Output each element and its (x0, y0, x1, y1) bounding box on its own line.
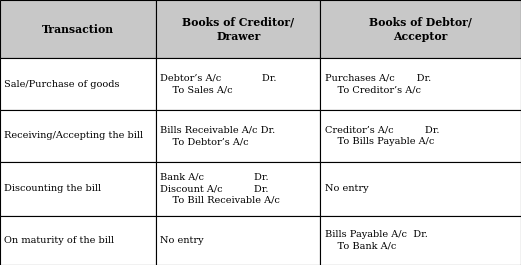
Bar (156, 216, 320, 265)
Bar (0, 216, 156, 265)
Text: Books of Creditor/
Drawer: Books of Creditor/ Drawer (182, 17, 294, 42)
Bar (0, 58, 156, 110)
Text: Bank A/c                Dr.
Discount A/c          Dr.
    To Bill Receivable A/c: Bank A/c Dr. Discount A/c Dr. To Bill Re… (160, 173, 280, 205)
Text: Purchases A/c       Dr.
    To Creditor’s A/c: Purchases A/c Dr. To Creditor’s A/c (325, 74, 431, 94)
Text: On maturity of the bill: On maturity of the bill (4, 236, 114, 245)
Text: Bills Payable A/c  Dr.
    To Bank A/c: Bills Payable A/c Dr. To Bank A/c (325, 230, 427, 251)
Bar (0, 0, 156, 58)
Text: Debtor’s A/c             Dr.
    To Sales A/c: Debtor’s A/c Dr. To Sales A/c (160, 74, 277, 94)
Bar (320, 216, 521, 265)
Text: Receiving/Accepting the bill: Receiving/Accepting the bill (4, 131, 143, 140)
Text: Sale/Purchase of goods: Sale/Purchase of goods (4, 80, 120, 89)
Bar (156, 0, 320, 58)
Bar (320, 58, 521, 110)
Bar (156, 162, 320, 216)
Text: Bills Receivable A/c Dr.
    To Debtor’s A/c: Bills Receivable A/c Dr. To Debtor’s A/c (160, 126, 276, 146)
Bar (156, 58, 320, 110)
Text: Discounting the bill: Discounting the bill (4, 184, 101, 193)
Bar (156, 110, 320, 162)
Bar (0, 162, 156, 216)
Text: Transaction: Transaction (42, 24, 114, 35)
Bar (320, 110, 521, 162)
Bar (0, 110, 156, 162)
Bar (320, 0, 521, 58)
Bar (320, 162, 521, 216)
Text: Books of Debtor/
Acceptor: Books of Debtor/ Acceptor (369, 17, 472, 42)
Text: No entry: No entry (325, 184, 368, 193)
Text: No entry: No entry (160, 236, 204, 245)
Text: Creditor’s A/c          Dr.
    To Bills Payable A/c: Creditor’s A/c Dr. To Bills Payable A/c (325, 126, 439, 146)
